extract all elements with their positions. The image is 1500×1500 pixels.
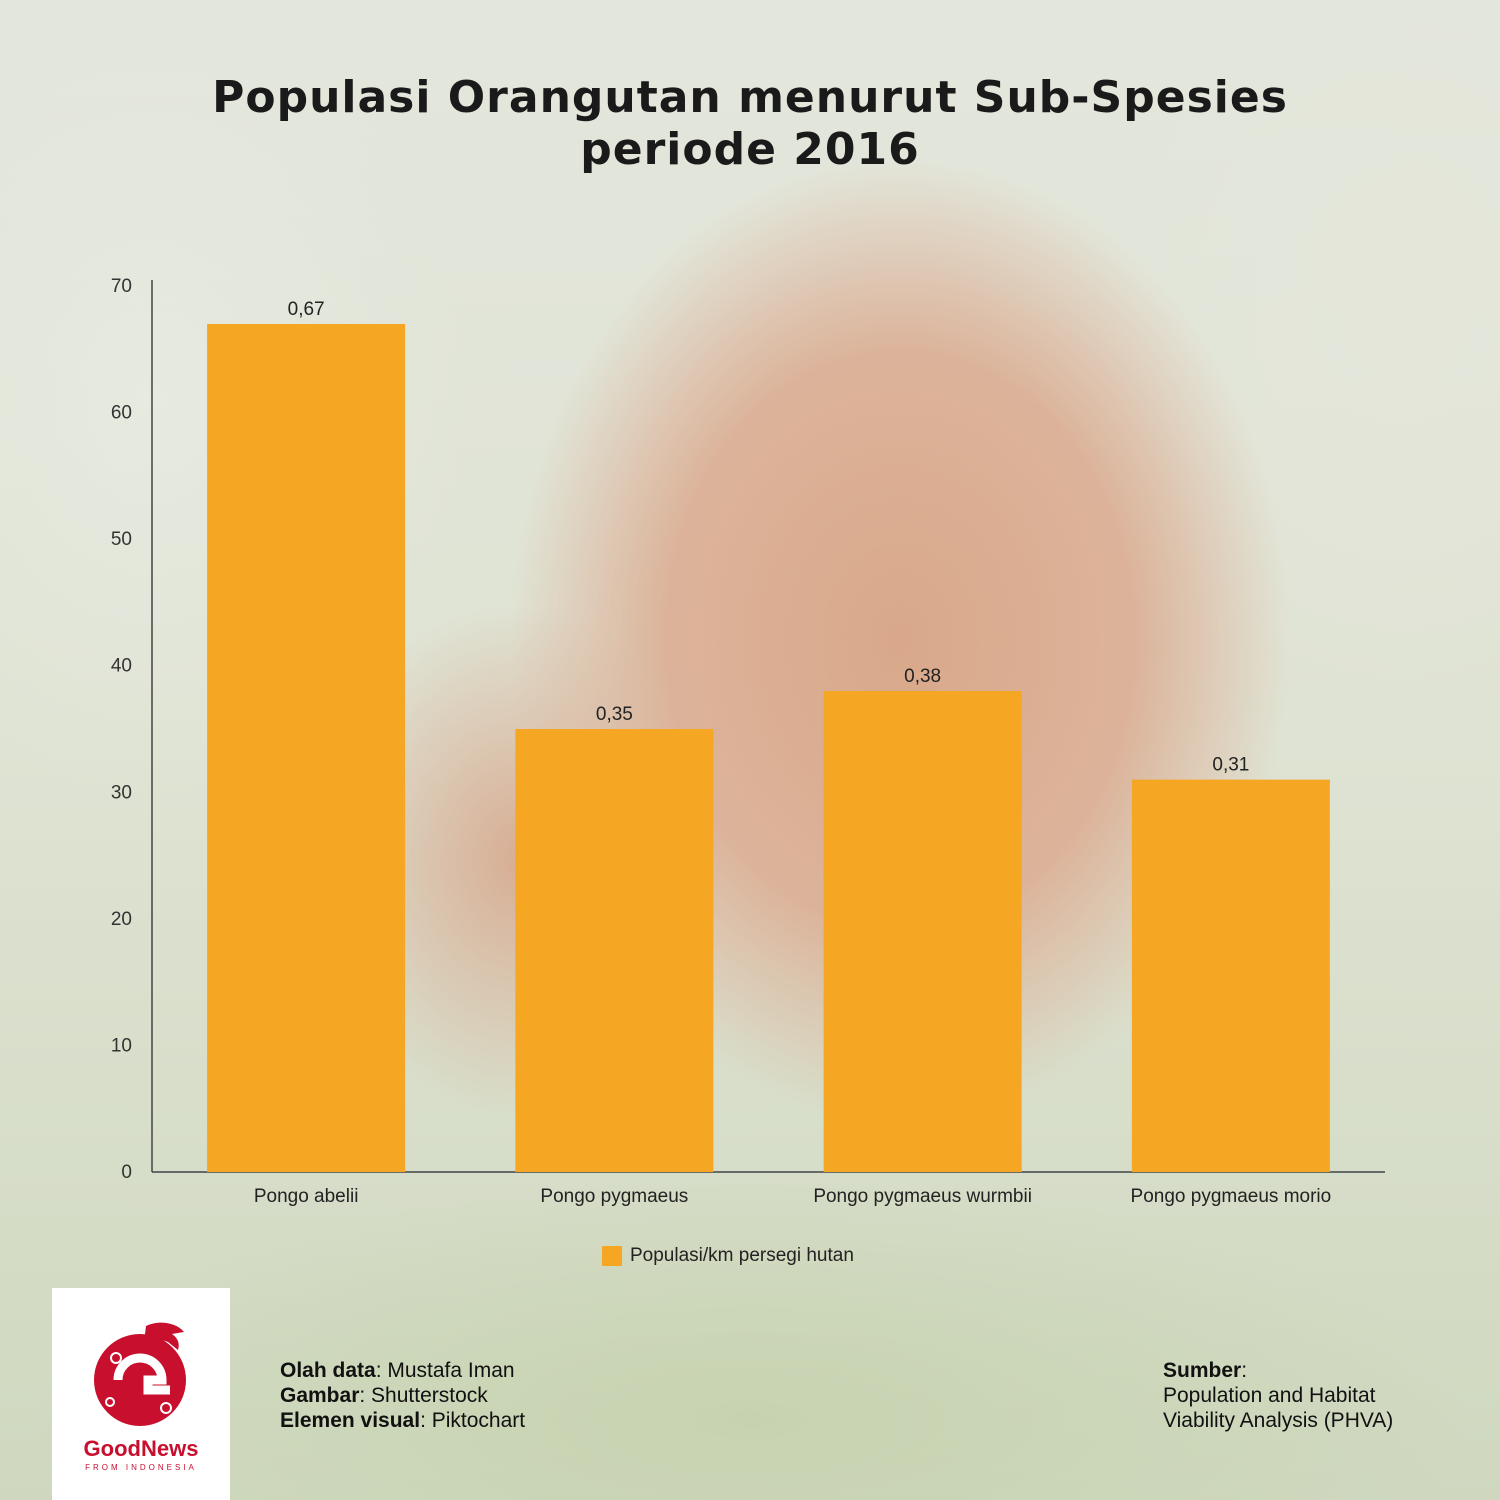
credit-image-label: Gambar	[280, 1384, 360, 1407]
chart-title-line-1: Populasi Orangutan menurut Sub-Spesies	[212, 72, 1288, 123]
y-tick-label: 60	[111, 403, 132, 424]
y-tick-label: 20	[111, 909, 132, 930]
goodnews-logo: GoodNews FROM INDONESIA	[52, 1288, 230, 1500]
logo-tagline: FROM INDONESIA	[85, 1463, 197, 1472]
bar	[207, 323, 406, 1172]
bar	[823, 691, 1022, 1172]
bar	[515, 729, 714, 1172]
credit-image: Gambar: Shutterstock	[280, 1384, 488, 1407]
logo-name: GoodNews	[83, 1436, 199, 1461]
source-line-1: Population and Habitat	[1163, 1384, 1376, 1407]
source-line-2: Viability Analysis (PHVA)	[1163, 1409, 1394, 1432]
x-tick-label: Pongo abelii	[254, 1186, 359, 1207]
x-tick-label: Pongo pygmaeus morio	[1131, 1186, 1332, 1207]
y-tick-label: 40	[111, 656, 132, 677]
y-tick-label: 10	[111, 1035, 132, 1056]
garuda-emblem-icon	[94, 1322, 186, 1426]
credit-visual-value: Piktochart	[431, 1409, 526, 1432]
x-tick-label: Pongo pygmaeus wurmbii	[813, 1186, 1032, 1207]
credits: Olah data: Mustafa Iman Gambar: Shutters…	[280, 1358, 525, 1433]
credit-data: Olah data: Mustafa Iman	[280, 1359, 515, 1382]
credit-data-label: Olah data	[280, 1359, 376, 1382]
bar	[1131, 779, 1330, 1172]
data-label: 0,38	[904, 666, 941, 687]
y-tick-label: 30	[111, 782, 132, 803]
legend-label: Populasi/km persegi hutan	[630, 1245, 854, 1266]
chart-title: Populasi Orangutan menurut Sub-Spesies p…	[0, 72, 1500, 176]
bar-chart: 0 10 20 30 40 50 60 70 0,67 Pongo abelii 0,35 Pongo…	[111, 276, 1385, 1207]
credit-image-value: Shutterstock	[371, 1384, 488, 1407]
chart-title-line-2: periode 2016	[580, 124, 920, 175]
credit-visual-label: Elemen visual	[280, 1409, 421, 1432]
legend: Populasi/km persegi hutan	[602, 1244, 854, 1268]
y-tick-label: 0	[121, 1162, 132, 1183]
source-label: Sumber	[1163, 1359, 1242, 1382]
data-label: 0,31	[1212, 755, 1249, 776]
y-tick-label: 50	[111, 529, 132, 550]
legend-swatch	[602, 1246, 622, 1266]
credit-visual: Elemen visual: Piktochart	[280, 1409, 526, 1432]
credit-data-value: Mustafa Iman	[387, 1359, 515, 1382]
data-label: 0,67	[288, 299, 325, 320]
data-label: 0,35	[596, 704, 633, 725]
source: Sumber: Population and Habitat Viability…	[1163, 1359, 1394, 1432]
y-tick-label: 70	[111, 276, 132, 297]
x-tick-label: Pongo pygmaeus	[540, 1186, 688, 1207]
